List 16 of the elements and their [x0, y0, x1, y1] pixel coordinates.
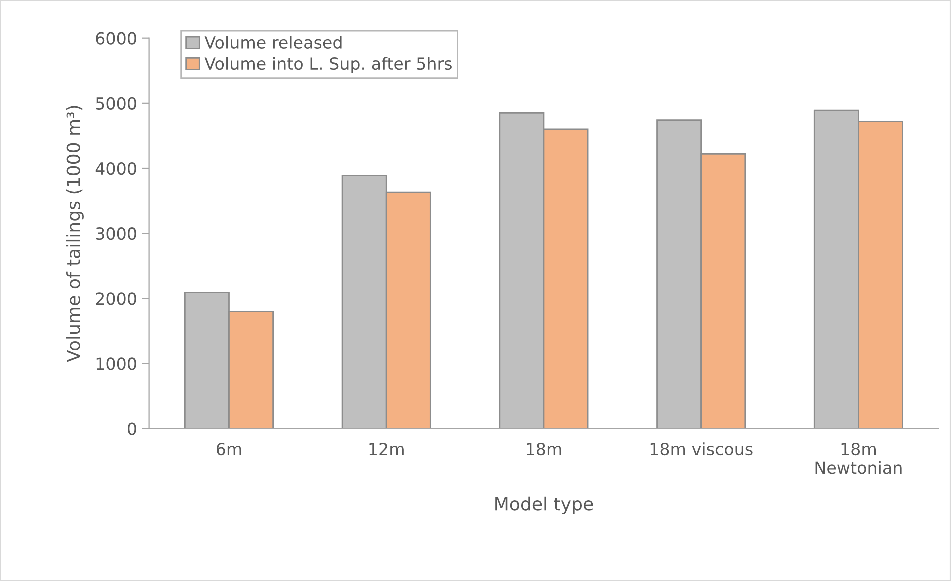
- y-tick-label: 6000: [96, 32, 136, 45]
- y-axis-title: Volume of tailings (1000 m³): [66, 106, 84, 362]
- legend-label: Volume into L. Sup. after 5hrs: [204, 57, 452, 74]
- legend-label: Volume released: [204, 36, 342, 49]
- x-axis-title: Model type: [496, 496, 594, 514]
- y-tick-label: 3000: [96, 228, 136, 240]
- y-tick-label: 1000: [96, 358, 136, 370]
- y-tick-label: 2000: [96, 292, 136, 306]
- y-tick-label: 4000: [96, 162, 136, 176]
- x-tick-label: 18m: [527, 442, 562, 456]
- x-tick-label: 18m Newtonian: [816, 442, 902, 474]
- x-tick-label: 12m: [370, 442, 404, 456]
- x-tick-label: 6m: [216, 442, 242, 456]
- x-tick-label: 18m viscous: [650, 442, 753, 456]
- y-tick-label: 0: [128, 422, 136, 436]
- y-tick-label: 5000: [96, 97, 136, 110]
